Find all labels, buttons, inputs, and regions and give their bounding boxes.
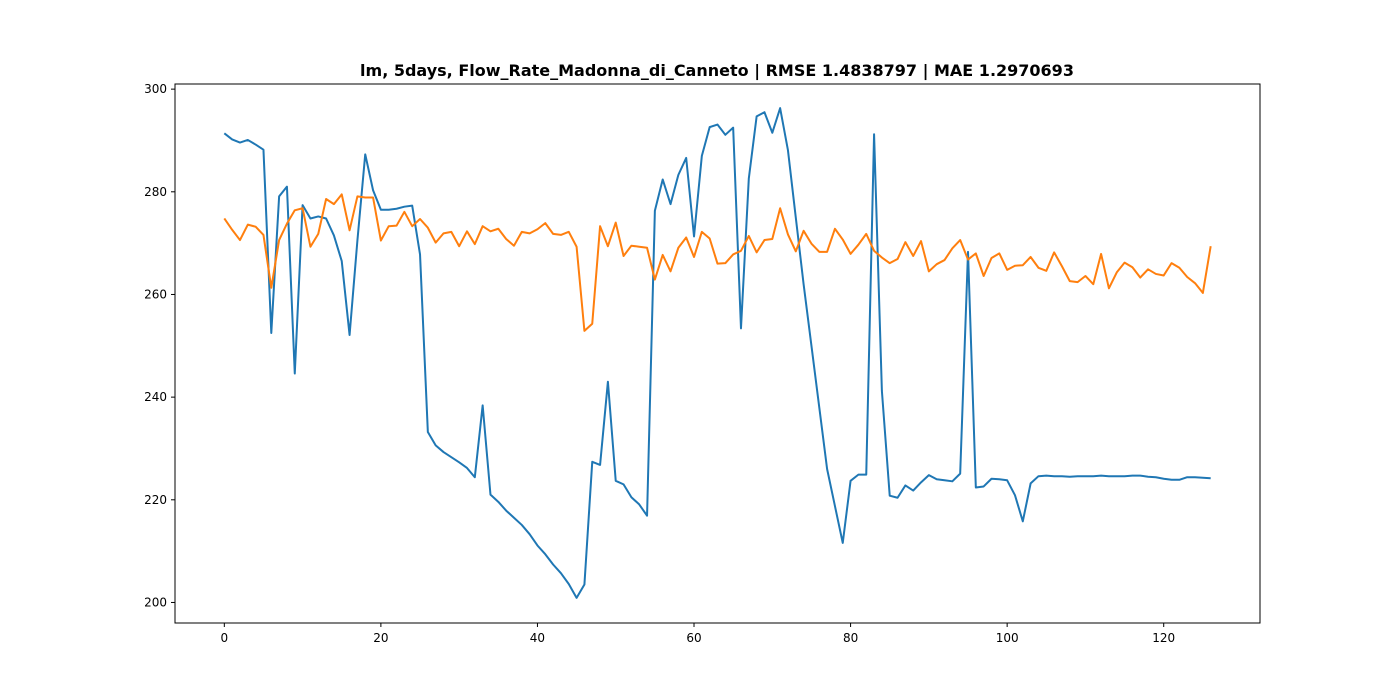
y-tick-label: 240 <box>144 390 167 404</box>
x-axis: 0 20 40 60 80 100 120 <box>220 623 1175 645</box>
chart-title: lm, 5days, Flow_Rate_Madonna_di_Canneto … <box>360 61 1074 81</box>
y-tick-label: 280 <box>144 185 167 199</box>
series-line-1 <box>223 107 1211 599</box>
x-tick-label: 120 <box>1152 631 1175 645</box>
x-tick-label: 100 <box>996 631 1019 645</box>
y-tick-label: 300 <box>144 82 167 96</box>
y-tick-label: 200 <box>144 595 167 609</box>
x-tick-label: 0 <box>220 631 228 645</box>
x-tick-label: 60 <box>686 631 701 645</box>
y-tick-label: 220 <box>144 493 167 507</box>
plot-area <box>223 107 1212 599</box>
y-axis: 200 220 240 260 280 300 <box>144 82 175 609</box>
y-tick-label: 260 <box>144 287 167 301</box>
series-line-2 <box>223 193 1212 332</box>
axes-frame <box>174 83 1261 624</box>
x-tick-label: 40 <box>530 631 545 645</box>
x-tick-label: 80 <box>843 631 858 645</box>
x-tick-label: 20 <box>373 631 388 645</box>
